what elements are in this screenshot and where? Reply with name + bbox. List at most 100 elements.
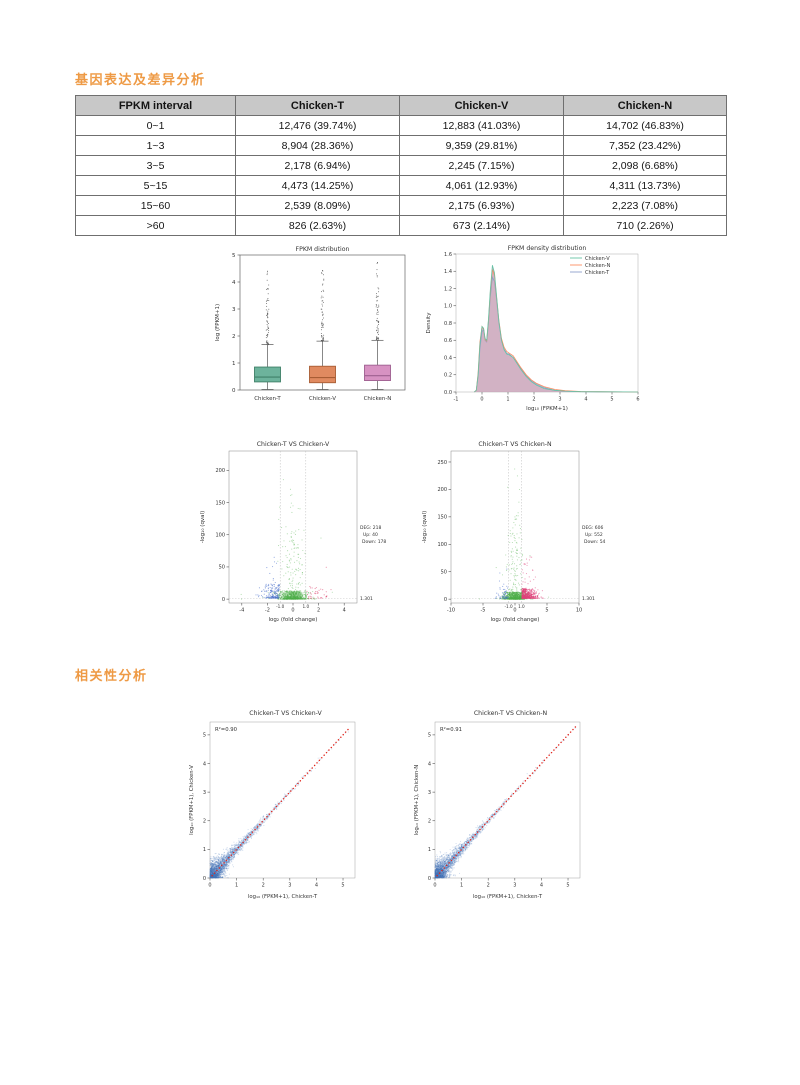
table-cell: 2,223 (7.08%) — [563, 195, 727, 216]
svg-text:1: 1 — [506, 397, 509, 403]
svg-text:log₂ (fold change): log₂ (fold change) — [269, 617, 318, 623]
svg-text:1.0: 1.0 — [444, 304, 452, 310]
svg-text:3: 3 — [203, 790, 206, 796]
svg-text:0: 0 — [203, 876, 206, 882]
svg-text:0: 0 — [222, 597, 225, 603]
svg-text:0: 0 — [444, 597, 447, 603]
table-cell: 2,098 (6.68%) — [563, 155, 727, 176]
svg-text:Chicken-T: Chicken-T — [254, 396, 281, 402]
table-cell: 4,473 (14.25%) — [235, 175, 400, 196]
section-title-gene-expression: 基因表达及差异分析 — [75, 72, 206, 87]
volcano-plot-chicken-t-vs-v: Chicken-T VS Chicken-V 0 50 100 150 200 -4 -2 0 2… — [200, 441, 386, 623]
svg-text:4: 4 — [203, 761, 206, 767]
svg-text:-log₁₀ (qval): -log₁₀ (qval) — [422, 511, 428, 543]
svg-text:1.301: 1.301 — [582, 596, 595, 602]
table-cell: 826 (2.63%) — [235, 215, 400, 236]
svg-text:2: 2 — [262, 883, 265, 889]
table-cell: >60 — [75, 215, 236, 236]
svg-text:4: 4 — [584, 397, 587, 403]
svg-text:100: 100 — [215, 533, 225, 539]
svg-text:log₂ (fold change): log₂ (fold change) — [491, 617, 540, 623]
correlation-scatter-chicken-t-vs-v: Chicken-T VS Chicken-V 00 1 1 2 2 3 3 4 4 5 5 log₁₀ … — [189, 710, 356, 900]
table-cell: 2,178 (6.94%) — [235, 155, 400, 176]
svg-text:0: 0 — [291, 608, 294, 614]
svg-text:Down: 178: Down: 178 — [362, 539, 386, 545]
table-cell: 673 (2.14%) — [399, 215, 564, 236]
table-row: >60 826 (2.63%) 673 (2.14%) 710 (2.26%) — [75, 215, 727, 236]
svg-text:0: 0 — [208, 883, 211, 889]
svg-text:log (FPKM+1): log (FPKM+1) — [215, 304, 221, 341]
svg-text:Chicken-T VS Chicken-V: Chicken-T VS Chicken-V — [257, 441, 330, 448]
svg-text:4: 4 — [315, 883, 318, 889]
table-cell: 5~15 — [75, 175, 236, 196]
svg-text:5: 5 — [545, 608, 548, 614]
svg-text:-log₁₀ (qval): -log₁₀ (qval) — [200, 511, 206, 543]
svg-text:-4: -4 — [239, 608, 244, 614]
svg-text:-5: -5 — [481, 608, 486, 614]
column-header: FPKM interval — [75, 95, 236, 116]
svg-text:1.2: 1.2 — [444, 286, 452, 292]
column-header: Chicken-V — [399, 95, 564, 116]
svg-text:1.301: 1.301 — [360, 596, 373, 602]
svg-text:50: 50 — [219, 565, 225, 571]
svg-text:Density: Density — [426, 312, 432, 334]
svg-text:200: 200 — [437, 487, 447, 493]
svg-text:3: 3 — [558, 397, 561, 403]
svg-text:-1: -1 — [454, 397, 459, 403]
svg-text:Chicken-T VS Chicken-N: Chicken-T VS Chicken-N — [478, 441, 552, 448]
svg-text:Chicken-N: Chicken-N — [364, 396, 392, 402]
svg-text:Chicken-V: Chicken-V — [585, 256, 610, 262]
svg-text:0: 0 — [480, 397, 483, 403]
fpkm-interval-table: FPKM interval Chicken-T Chicken-V Chicken-N… — [75, 95, 727, 236]
svg-text:4: 4 — [232, 280, 236, 286]
table-row: 15~60 2,539 (8.09%) 2,175 (6.93%) 2,223 (7.… — [75, 195, 727, 216]
svg-text:0.0: 0.0 — [444, 390, 452, 396]
section-title-correlation: 相关性分析 — [75, 668, 148, 683]
table-cell: 7,352 (23.42%) — [563, 135, 727, 156]
svg-text:0: 0 — [232, 388, 236, 394]
svg-text:Chicken-N: Chicken-N — [585, 263, 611, 269]
fpkm-boxplot-figure: FPKM distribution 0 1 2 3 4 5 log (FPKM+1) Chick… — [215, 246, 406, 402]
svg-text:2: 2 — [532, 397, 535, 403]
svg-text:-10: -10 — [447, 608, 455, 614]
svg-text:100: 100 — [437, 542, 447, 548]
svg-text:250: 250 — [437, 460, 447, 466]
table-cell: 2,175 (6.93%) — [399, 195, 564, 216]
table-row: 1~3 8,904 (28.36%) 9,359 (29.81%) 7,352 (23… — [75, 135, 727, 156]
svg-text:1.0: 1.0 — [518, 604, 525, 609]
table-cell: 4,311 (13.73%) — [563, 175, 727, 196]
table-cell: 15~60 — [75, 195, 236, 216]
table-cell: 2,245 (7.15%) — [399, 155, 564, 176]
table-row: 0~1 12,476 (39.74%) 12,883 (41.03%) 14,702 … — [75, 115, 727, 136]
fpkm-density-figure: FPKM density distribution 0.0 0.2 0.4 0.6 0.8… — [426, 245, 640, 412]
svg-text:10: 10 — [576, 608, 582, 614]
svg-text:log₁₀ (FPKM+1), Chicken-T: log₁₀ (FPKM+1), Chicken-T — [248, 894, 318, 900]
svg-text:0.8: 0.8 — [444, 321, 452, 327]
svg-text:3: 3 — [288, 883, 291, 889]
svg-text:1.0: 1.0 — [302, 604, 309, 609]
table-cell: 2,539 (8.09%) — [235, 195, 400, 216]
svg-text:0.4: 0.4 — [444, 355, 452, 361]
table-cell: 4,061 (12.93%) — [399, 175, 564, 196]
svg-text:4: 4 — [343, 608, 346, 614]
svg-text:DEG: 218: DEG: 218 — [360, 525, 381, 531]
table-row: 3~5 2,178 (6.94%) 2,245 (7.15%) 2,098 (6.68… — [75, 155, 727, 176]
table-cell: 8,904 (28.36%) — [235, 135, 400, 156]
svg-text:DEG: 606: DEG: 606 — [582, 525, 603, 531]
svg-text:0: 0 — [513, 608, 516, 614]
correlation-scatter-chicken-t-vs-n: Chicken-T VS Chicken-N001122334455log₁₀ … — [414, 710, 581, 900]
svg-text:log₁₀ (FPKM+1): log₁₀ (FPKM+1) — [526, 406, 568, 412]
svg-text:2: 2 — [232, 334, 236, 340]
svg-text:50: 50 — [441, 570, 447, 576]
svg-text:1.6: 1.6 — [444, 252, 452, 258]
svg-text:FPKM distribution: FPKM distribution — [296, 246, 350, 253]
svg-text:R²=0.90: R²=0.90 — [215, 726, 238, 733]
table-cell: 12,883 (41.03%) — [399, 115, 564, 136]
svg-text:-2: -2 — [265, 608, 270, 614]
svg-text:Up: 552: Up: 552 — [585, 532, 603, 538]
svg-text:2: 2 — [317, 608, 320, 614]
svg-text:FPKM density distribution: FPKM density distribution — [508, 245, 587, 252]
table-cell: 3~5 — [75, 155, 236, 176]
svg-text:0.2: 0.2 — [444, 373, 452, 379]
svg-text:6: 6 — [636, 397, 639, 403]
